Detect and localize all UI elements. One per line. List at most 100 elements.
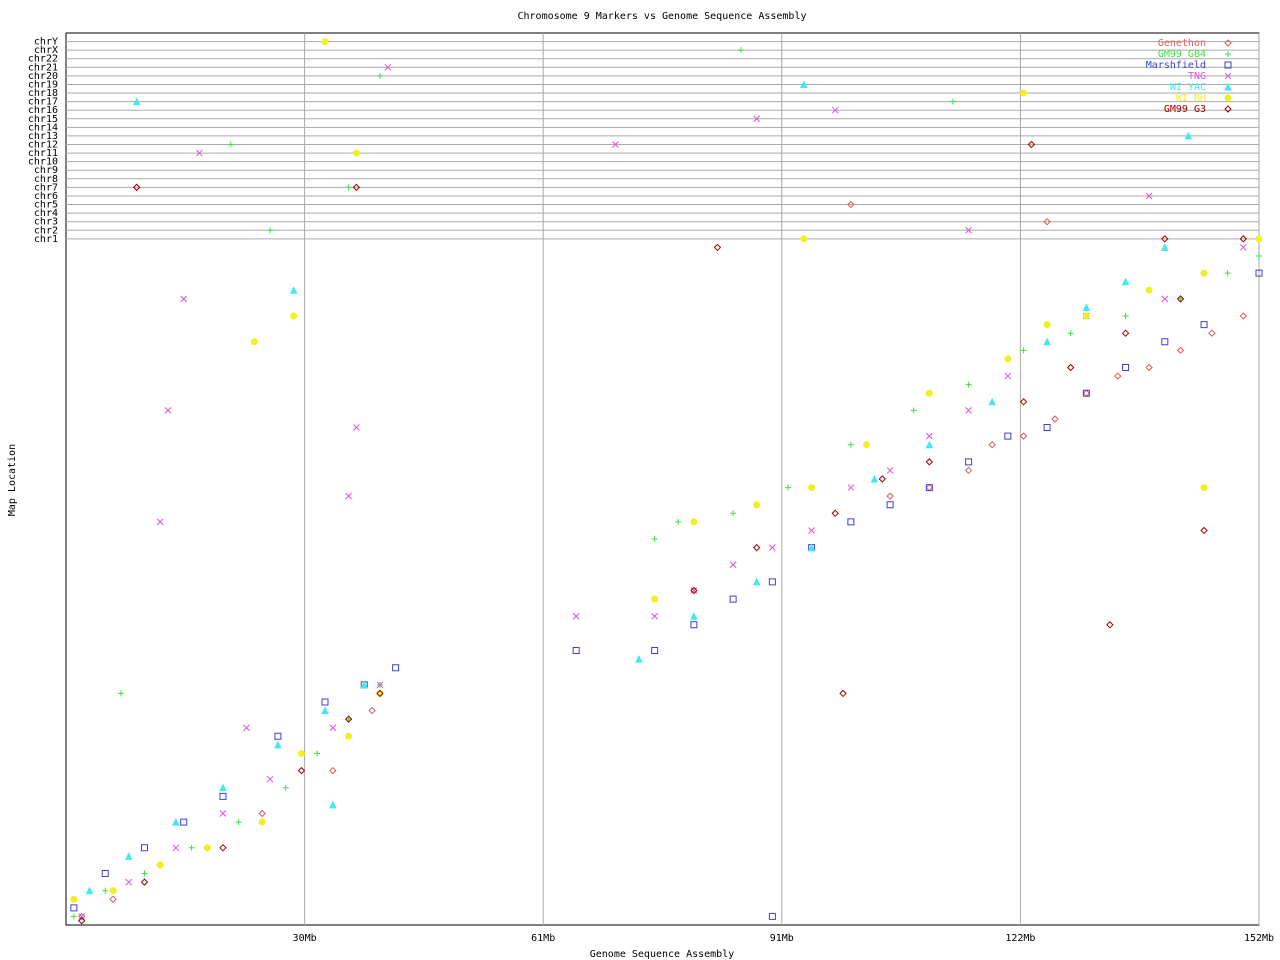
data-point <box>360 680 369 689</box>
data-point <box>949 98 956 105</box>
x-tick-label: 61Mb <box>531 933 555 944</box>
data-point <box>352 149 360 157</box>
data-point <box>77 912 86 921</box>
data-point <box>180 818 188 826</box>
y-axis-label: Map Location <box>7 444 18 516</box>
y-tick-label: chr13 <box>28 131 58 142</box>
data-point <box>345 184 352 191</box>
data-point <box>1082 303 1091 311</box>
data-point <box>926 432 933 440</box>
data-point <box>925 389 933 397</box>
data-point <box>1145 363 1153 372</box>
data-point <box>1122 364 1130 371</box>
data-point <box>1256 253 1262 259</box>
y-tick-label: chr22 <box>28 54 58 65</box>
x-tick-label: 152Mb <box>1244 933 1274 944</box>
data-point <box>965 381 972 388</box>
data-point <box>267 227 274 234</box>
data-point <box>737 47 744 54</box>
data-point <box>635 654 643 663</box>
data-point <box>156 518 164 526</box>
y-tick-label: chr19 <box>28 79 58 90</box>
data-point <box>329 800 337 809</box>
y-tick-label: chr7 <box>34 182 58 193</box>
data-point <box>219 844 227 852</box>
data-point <box>910 407 917 414</box>
data-point <box>690 518 698 526</box>
legend-label: TNG <box>1188 71 1206 82</box>
data-point <box>769 544 776 551</box>
y-tick-label: chrX <box>34 45 58 56</box>
data-point <box>345 716 352 723</box>
x-axis-label: Genome Sequence Assembly <box>590 949 735 960</box>
data-point <box>847 518 855 526</box>
data-point <box>1176 346 1185 355</box>
y-tick-label: chr1 <box>34 234 58 245</box>
data-point <box>753 115 761 123</box>
y-tick-label: chr4 <box>34 208 58 219</box>
data-point <box>321 706 329 715</box>
data-point <box>250 338 258 346</box>
data-point <box>329 766 337 775</box>
data-point <box>1161 243 1169 251</box>
data-point <box>675 518 682 525</box>
data-point <box>752 543 761 552</box>
data-point <box>1184 131 1193 140</box>
data-point <box>1019 398 1028 406</box>
data-point <box>808 527 815 534</box>
data-point <box>886 492 894 500</box>
data-point <box>180 295 188 303</box>
data-point <box>1043 321 1051 329</box>
y-tick-label: chr18 <box>28 88 58 99</box>
x-tick-label: 91Mb <box>770 933 794 944</box>
legend-label: GM99 G3 <box>1164 104 1206 115</box>
data-point <box>847 484 855 491</box>
legend-label: GM99 GB4 <box>1158 49 1206 60</box>
data-point <box>368 706 376 715</box>
data-point <box>800 235 808 243</box>
data-point <box>345 732 353 740</box>
y-tick-label: chr17 <box>28 97 58 108</box>
data-point <box>839 689 847 698</box>
data-point <box>752 577 761 586</box>
data-point <box>376 689 384 697</box>
data-point <box>109 887 117 895</box>
data-point <box>70 913 77 920</box>
data-point <box>1051 415 1059 423</box>
legend-marker <box>1224 39 1232 47</box>
data-point <box>730 510 737 517</box>
data-point <box>289 286 298 294</box>
data-point <box>886 467 894 474</box>
data-point <box>274 740 282 749</box>
data-point <box>243 724 250 732</box>
data-point <box>132 97 141 106</box>
data-point <box>1145 286 1153 294</box>
data-point <box>344 715 353 723</box>
data-point <box>925 440 934 449</box>
y-tick-label: chr6 <box>34 191 58 202</box>
data-point <box>321 38 329 46</box>
data-point <box>1122 313 1129 320</box>
legend-marker <box>1224 72 1232 80</box>
data-point <box>1239 235 1248 243</box>
data-point <box>78 913 86 920</box>
data-point <box>219 792 227 800</box>
data-point <box>282 784 289 791</box>
y-tick-label: chr8 <box>34 174 58 185</box>
data-point <box>1224 270 1231 277</box>
data-point <box>1200 526 1208 535</box>
data-point <box>376 681 384 689</box>
data-point <box>1176 295 1185 303</box>
data-point <box>77 917 86 925</box>
y-tick-label: chr14 <box>28 122 58 133</box>
data-point <box>203 844 211 852</box>
data-point <box>1145 192 1153 200</box>
legend-label: Marshfield <box>1146 60 1206 71</box>
data-point <box>1004 355 1012 363</box>
data-point <box>70 895 78 903</box>
data-point <box>172 817 180 826</box>
data-point <box>188 844 195 851</box>
data-point <box>1200 484 1208 492</box>
